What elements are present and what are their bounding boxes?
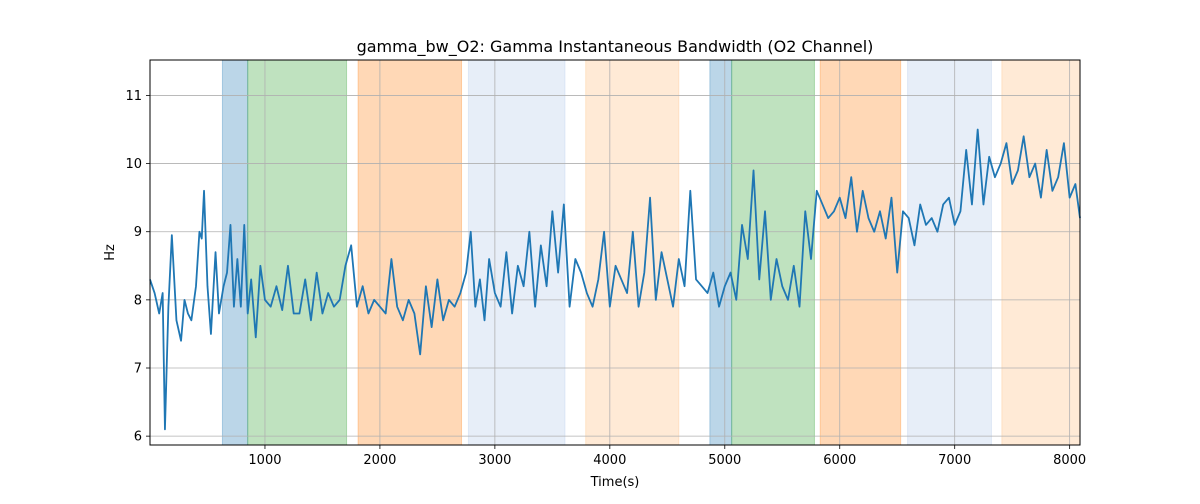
- shaded-region-7: [731, 59, 815, 446]
- shaded-region-8: [819, 59, 902, 446]
- y-axis-ticks: 6 7 8 9 10 11: [125, 89, 150, 445]
- shaded-region-2: [247, 59, 348, 446]
- x-axis-ticks: 1000 2000 3000 4000 5000 6000 7000 8000: [248, 445, 1086, 468]
- shaded-region-10: [1001, 59, 1081, 446]
- x-axis-label: Time(s): [590, 475, 640, 490]
- plot-frame: [149, 59, 1081, 446]
- shaded-regions: [221, 59, 1081, 446]
- y-tick-label: 6: [134, 430, 142, 445]
- chart-title: gamma_bw_O2: Gamma Instantaneous Bandwid…: [357, 37, 874, 57]
- y-tick-label: 9: [134, 225, 142, 240]
- x-tick-label: 6000: [823, 453, 856, 468]
- y-tick-label: 7: [134, 362, 142, 377]
- x-tick-label: 7000: [938, 453, 971, 468]
- shaded-region-6: [709, 59, 733, 446]
- x-tick-label: 8000: [1053, 453, 1086, 468]
- y-axis-label: Hz: [103, 244, 118, 261]
- grid-lines: [150, 60, 1080, 445]
- series-line: [149, 128, 1081, 431]
- x-tick-label: 1000: [248, 453, 281, 468]
- y-tick-label: 8: [134, 293, 142, 308]
- y-tick-label: 11: [125, 89, 142, 104]
- y-tick-label: 10: [125, 157, 142, 172]
- shaded-region-3: [357, 59, 463, 446]
- x-tick-label: 5000: [708, 453, 741, 468]
- shaded-region-9: [907, 59, 992, 446]
- x-tick-label: 3000: [478, 453, 511, 468]
- x-tick-label: 4000: [593, 453, 626, 468]
- shaded-region-4: [467, 59, 566, 446]
- x-tick-label: 2000: [363, 453, 396, 468]
- shaded-region-5: [585, 59, 680, 446]
